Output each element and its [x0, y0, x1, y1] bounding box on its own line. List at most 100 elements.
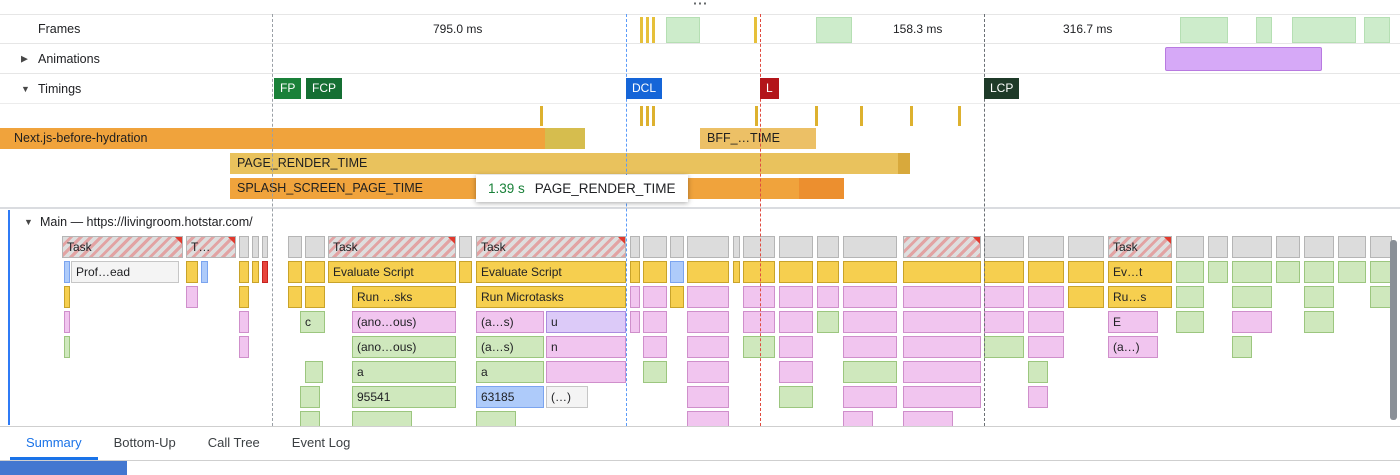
flame-bar[interactable] — [779, 236, 813, 258]
flame-bar[interactable] — [779, 336, 813, 358]
frame-activity-tick[interactable] — [640, 17, 643, 43]
tab-call-tree[interactable]: Call Tree — [207, 435, 260, 450]
flame-bar[interactable] — [252, 261, 259, 283]
flame-bar[interactable] — [743, 261, 775, 283]
flame-bar[interactable] — [687, 386, 729, 408]
flame-bar[interactable] — [984, 286, 1024, 308]
flame-bar-ru-s[interactable]: Ru…s — [1108, 286, 1172, 308]
flame-bar[interactable] — [64, 336, 70, 358]
flame-bar-ano-ous[interactable]: (ano…ous) — [352, 311, 456, 333]
flame-bar[interactable] — [643, 236, 667, 258]
flame-bar[interactable] — [903, 311, 981, 333]
flame-bar[interactable] — [1304, 261, 1334, 283]
flame-bar[interactable] — [239, 286, 249, 308]
flame-bar[interactable] — [779, 311, 813, 333]
flame-bar[interactable] — [300, 411, 320, 426]
flame-bar[interactable] — [733, 261, 740, 283]
frame-block[interactable] — [1364, 17, 1390, 43]
flame-bar-a[interactable]: a — [476, 361, 544, 383]
flame-bar[interactable] — [1304, 286, 1334, 308]
frame-block[interactable] — [1292, 17, 1356, 43]
flame-bar[interactable] — [476, 411, 516, 426]
frame-activity-tick[interactable] — [754, 17, 757, 43]
flame-bar[interactable] — [903, 236, 981, 258]
flame-bar[interactable] — [1028, 311, 1064, 333]
flame-bar[interactable] — [984, 236, 1024, 258]
flame-bar-e[interactable]: E — [1108, 311, 1158, 333]
main-thread-track-label[interactable]: Main — https://livingroom.hotstar.com/ — [40, 214, 253, 229]
flame-bar[interactable] — [817, 261, 839, 283]
flame-bar-run-sks[interactable]: Run …sks — [352, 286, 456, 308]
vertical-scrollbar-thumb[interactable] — [1390, 240, 1397, 420]
flame-bar[interactable] — [630, 286, 640, 308]
flame-bar[interactable] — [305, 236, 325, 258]
flame-bar[interactable] — [1068, 236, 1104, 258]
flame-bar-63185[interactable]: 63185 — [476, 386, 544, 408]
flame-bar[interactable] — [1370, 261, 1392, 283]
flame-bar[interactable] — [687, 336, 729, 358]
flame-bar-t[interactable]: T… — [186, 236, 236, 258]
flame-bar-run-microtasks[interactable]: Run Microtasks — [476, 286, 626, 308]
flame-bar[interactable] — [239, 311, 249, 333]
animations-track-label[interactable]: Animations — [38, 51, 100, 66]
flame-bar[interactable] — [305, 361, 323, 383]
flame-bar-[interactable]: (…) — [546, 386, 588, 408]
flame-bar-u[interactable]: u — [546, 311, 626, 333]
flame-bar[interactable] — [1068, 261, 1104, 283]
flame-bar[interactable] — [1338, 261, 1366, 283]
timing-bar-bff-time[interactable]: BFF_…TIME — [700, 128, 816, 149]
flame-bar[interactable] — [64, 286, 70, 308]
flame-bar[interactable] — [687, 236, 729, 258]
flame-bar[interactable] — [779, 386, 813, 408]
flame-bar[interactable] — [1028, 361, 1048, 383]
flame-bar[interactable] — [903, 286, 981, 308]
flame-bar-a[interactable]: (a…) — [1108, 336, 1158, 358]
flame-bar-c[interactable]: c — [300, 311, 325, 333]
flame-bar[interactable] — [984, 261, 1024, 283]
flame-bar[interactable] — [1276, 261, 1300, 283]
flame-bar[interactable] — [1176, 286, 1204, 308]
flame-bar[interactable] — [643, 361, 667, 383]
flame-bar[interactable] — [630, 236, 640, 258]
animation-bar[interactable] — [1165, 47, 1322, 71]
timing-marker-fp[interactable]: FP — [274, 78, 302, 99]
flame-bar[interactable] — [643, 311, 667, 333]
flame-bar[interactable] — [903, 411, 953, 426]
timings-track-label[interactable]: Timings — [38, 81, 82, 96]
tab-bottom-up[interactable]: Bottom-Up — [113, 435, 176, 450]
flame-bar[interactable] — [843, 311, 897, 333]
flame-bar[interactable] — [630, 261, 640, 283]
flame-bar[interactable] — [743, 311, 775, 333]
flame-bar[interactable] — [459, 236, 472, 258]
flame-bar[interactable] — [288, 236, 302, 258]
timing-bar-next-js-before-hydration[interactable]: Next.js-before-hydration — [0, 128, 585, 149]
timing-marker-lcp[interactable]: LCP — [984, 78, 1020, 99]
flame-bar[interactable] — [1028, 386, 1048, 408]
flame-bar[interactable] — [687, 286, 729, 308]
flame-bar-ano-ous[interactable]: (ano…ous) — [352, 336, 456, 358]
flame-bar[interactable] — [670, 286, 684, 308]
flame-bar[interactable] — [1370, 286, 1392, 308]
flame-bar[interactable] — [1338, 236, 1366, 258]
drag-handle-icon[interactable]: ⋯ — [692, 0, 708, 12]
flame-bar[interactable] — [239, 261, 249, 283]
flame-bar-95541[interactable]: 95541 — [352, 386, 456, 408]
flame-bar[interactable] — [687, 311, 729, 333]
flame-bar[interactable] — [546, 361, 626, 383]
timing-bar-page-render-time[interactable]: PAGE_RENDER_TIME — [230, 153, 910, 174]
flame-bar[interactable] — [630, 311, 640, 333]
flame-bar[interactable] — [984, 336, 1024, 358]
flame-bar[interactable] — [687, 361, 729, 383]
flame-bar[interactable] — [843, 286, 897, 308]
flame-bar[interactable] — [186, 261, 198, 283]
flame-bar[interactable] — [903, 261, 981, 283]
flame-bar[interactable] — [1176, 261, 1204, 283]
flame-bar[interactable] — [643, 336, 667, 358]
flame-bar[interactable] — [779, 361, 813, 383]
flame-bar[interactable] — [643, 261, 667, 283]
flame-bar[interactable] — [1232, 311, 1272, 333]
flame-bar[interactable] — [779, 286, 813, 308]
collapse-arrow-icon[interactable]: ▼ — [21, 83, 30, 94]
flame-bar[interactable] — [1276, 236, 1300, 258]
flame-bar[interactable] — [288, 261, 302, 283]
